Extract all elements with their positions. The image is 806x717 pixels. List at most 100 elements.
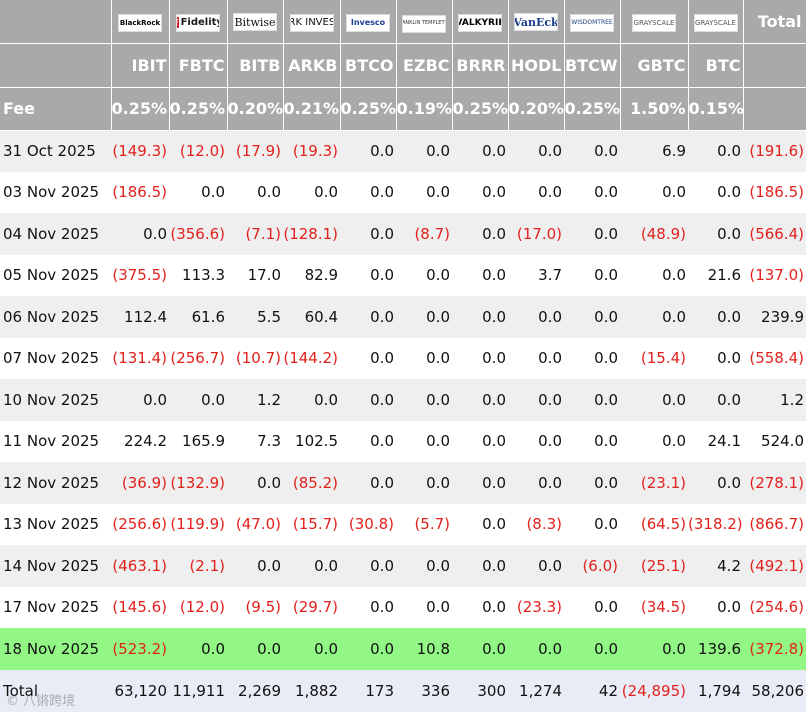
table-row: 12 Nov 2025 (36.9) (132.9) 0.0 (85.2) 0.0 0.0 0… <box>0 462 806 504</box>
flow-cell: (64.5) <box>620 503 688 545</box>
flow-cell: 0.0 <box>688 462 743 504</box>
corner-cell <box>0 0 112 44</box>
flow-cell: (17.9) <box>227 130 283 172</box>
total-header: Total <box>743 0 806 44</box>
issuer-logo: VanEck <box>514 13 558 31</box>
flow-cell: 0.0 <box>564 337 620 379</box>
total-cell: 1,274 <box>508 669 564 712</box>
flow-cell: 24.1 <box>688 420 743 462</box>
flow-cell: (119.9) <box>169 503 227 545</box>
flow-cell: (318.2) <box>688 503 743 545</box>
flow-cell: (256.7) <box>169 337 227 379</box>
total-cell: 173 <box>340 669 396 712</box>
flow-cell: 0.0 <box>688 586 743 628</box>
fidelity-mark-icon: F <box>177 17 179 28</box>
total-cell: 1,794 <box>688 669 743 712</box>
flow-cell: (47.0) <box>227 503 283 545</box>
flow-cell: 0.0 <box>283 628 340 670</box>
flow-cell: 0.0 <box>169 628 227 670</box>
fee-value: 0.25% <box>564 87 621 131</box>
issuer-logo: Invesco <box>346 13 390 32</box>
flow-cell: 0.0 <box>227 545 283 587</box>
logo-cell: Invesco <box>340 0 397 44</box>
row-total: 524.0 <box>743 420 806 462</box>
flow-cell: 0.0 <box>452 420 508 462</box>
fee-value: 0.19% <box>396 87 453 131</box>
flow-cell: 0.0 <box>283 545 340 587</box>
flow-cell: 21.6 <box>688 254 743 296</box>
table-row: 06 Nov 2025 112.4 61.6 5.5 60.4 0.0 0.0 0.0 0.0 0… <box>0 296 806 338</box>
flow-cell: 0.0 <box>396 171 452 213</box>
flow-cell: 0.0 <box>452 213 508 255</box>
flow-cell: 6.9 <box>620 130 688 172</box>
flow-cell: 0.0 <box>620 628 688 670</box>
flow-cell: 0.0 <box>564 628 620 670</box>
flow-cell: 0.0 <box>111 379 169 421</box>
flow-cell: 0.0 <box>508 379 564 421</box>
issuer-logo: ARK INVEST <box>289 13 334 32</box>
logo-cell: Bitwise <box>227 0 284 44</box>
row-date: 05 Nov 2025 <box>0 254 111 296</box>
flow-cell: 0.0 <box>564 586 620 628</box>
logo-cell: ARK INVEST <box>283 0 341 44</box>
fee-value: 0.20% <box>508 87 565 131</box>
flow-cell: 0.0 <box>340 586 396 628</box>
flow-cell: 0.0 <box>564 213 620 255</box>
flow-cell: 0.0 <box>227 462 283 504</box>
flow-cell: (12.0) <box>169 130 227 172</box>
flow-cell: 0.0 <box>508 337 564 379</box>
flow-cell: 10.8 <box>396 628 452 670</box>
row-total: 1.2 <box>743 379 806 421</box>
flow-cell: 0.0 <box>452 296 508 338</box>
flow-cell: 0.0 <box>452 628 508 670</box>
flow-cell: 0.0 <box>688 296 743 338</box>
row-date: 07 Nov 2025 <box>0 337 111 379</box>
row-date: 11 Nov 2025 <box>0 420 111 462</box>
flow-cell: (12.0) <box>169 586 227 628</box>
issuer-logo: VALKYRIE <box>458 14 502 32</box>
table-row: 04 Nov 2025 0.0 (356.6) (7.1) (128.1) 0.0 (8.7… <box>0 213 806 255</box>
flow-cell: 139.6 <box>688 628 743 670</box>
grand-total: 58,206 <box>743 669 806 712</box>
flow-cell: 61.6 <box>169 296 227 338</box>
flow-cell: 0.0 <box>340 462 396 504</box>
flow-cell: (8.3) <box>508 503 564 545</box>
flow-cell: 0.0 <box>564 130 620 172</box>
flow-cell: 7.3 <box>227 420 283 462</box>
row-total: (372.8) <box>743 628 806 670</box>
flow-cell: 0.0 <box>564 171 620 213</box>
issuer-logo: GRAYSCALE <box>693 14 738 32</box>
table-row: 05 Nov 2025 (375.5) 113.3 17.0 82.9 0.0 0.0 0.0… <box>0 254 806 296</box>
flow-cell: (30.8) <box>340 503 396 545</box>
flow-cell: 0.0 <box>508 130 564 172</box>
flow-cell: 0.0 <box>452 171 508 213</box>
flow-cell: 0.0 <box>227 171 283 213</box>
flow-cell: 0.0 <box>340 337 396 379</box>
fee-label: Fee <box>0 87 112 131</box>
table-row: 18 Nov 2025 (523.2) 0.0 0.0 0.0 0.0 10.8 0.0 0.0… <box>0 628 806 670</box>
table-row: 31 Oct 2025 (149.3) (12.0) (17.9) (19.3) 0.0 0… <box>0 130 806 172</box>
flow-cell: 82.9 <box>283 254 340 296</box>
flow-cell: 0.0 <box>564 379 620 421</box>
fee-value: 0.20% <box>227 87 284 131</box>
flow-cell: 0.0 <box>452 503 508 545</box>
flow-cell: 0.0 <box>340 545 396 587</box>
flow-cell: (34.5) <box>620 586 688 628</box>
watermark: © 八锵跨境 <box>6 694 76 709</box>
flow-cell: (25.1) <box>620 545 688 587</box>
fee-value: 0.15% <box>688 87 744 131</box>
flow-cell: 0.0 <box>452 130 508 172</box>
logo-cell: FFidelity <box>169 0 228 44</box>
flow-cell: 0.0 <box>452 545 508 587</box>
issuer-logo: WISDOMTREE <box>570 14 614 33</box>
flow-cell: 0.0 <box>396 130 452 172</box>
flow-cell: (17.0) <box>508 213 564 255</box>
table-row: 17 Nov 2025 (145.6) (12.0) (9.5) (29.7) 0.0 0.… <box>0 586 806 628</box>
flow-cell: 0.0 <box>620 420 688 462</box>
issuer-logo-text: Fidelity <box>180 16 220 28</box>
flow-cell: (85.2) <box>283 462 340 504</box>
flow-cell: 0.0 <box>340 254 396 296</box>
flow-cell: 0.0 <box>452 379 508 421</box>
empty-header-cell <box>743 43 806 88</box>
